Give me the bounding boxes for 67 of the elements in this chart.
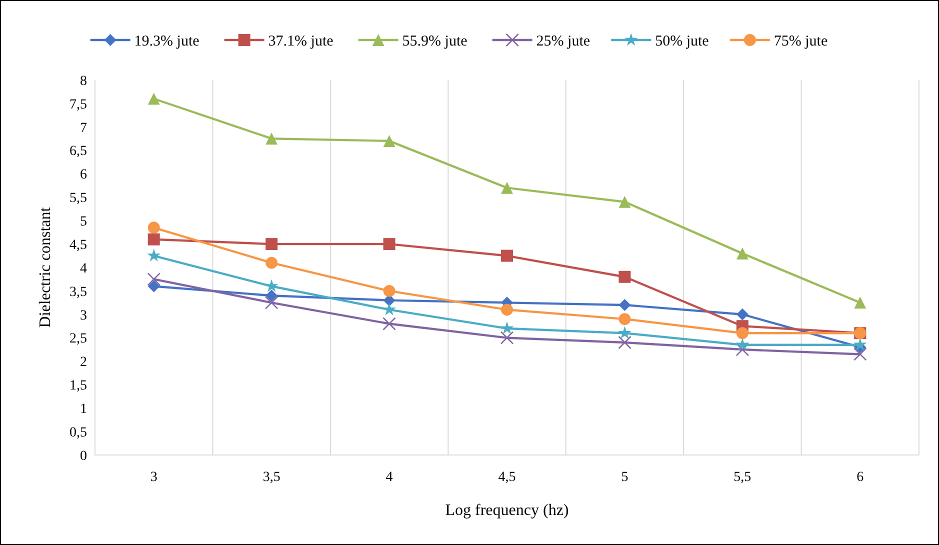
- point: [148, 233, 160, 246]
- point: [147, 272, 161, 286]
- y-tick-label: 8: [80, 74, 87, 89]
- legend-label: 25% jute: [536, 33, 590, 50]
- point: [382, 317, 396, 330]
- point: [853, 338, 867, 351]
- legend-label: 37.1% jute: [268, 33, 334, 50]
- point: [618, 196, 631, 208]
- legend-label: 19.3% jute: [134, 33, 200, 50]
- y-tick-label: 6: [80, 168, 87, 183]
- y-tick-label: 3,5: [70, 284, 87, 300]
- y-tick-label: 6,5: [70, 144, 87, 160]
- y-tick-label: 5: [80, 214, 87, 230]
- y-tick-label: 0,5: [70, 425, 87, 440]
- legend-label: 75% jute: [774, 33, 828, 50]
- point: [501, 182, 513, 194]
- point: [618, 336, 632, 350]
- point: [618, 326, 632, 339]
- point: [736, 338, 750, 351]
- point: [500, 331, 514, 344]
- point: [500, 321, 514, 334]
- point: [501, 304, 513, 316]
- point: [148, 92, 160, 105]
- y-tick-label: 0: [80, 448, 87, 464]
- y-tick-label: 3: [80, 308, 87, 324]
- point: [147, 248, 161, 262]
- x-tick-label: 5: [621, 470, 628, 485]
- x-tick-label: 3,5: [262, 470, 280, 485]
- point: [266, 238, 278, 250]
- point: [266, 290, 278, 302]
- point: [266, 132, 278, 145]
- point: [383, 134, 396, 147]
- legend-label: 55.9% jute: [402, 33, 468, 50]
- point: [736, 342, 750, 356]
- point: [148, 222, 160, 234]
- point: [264, 296, 278, 310]
- y-tick-label: 5,5: [70, 191, 87, 206]
- point: [854, 296, 866, 309]
- y-tick-label: 2,5: [70, 332, 87, 347]
- point: [736, 327, 748, 340]
- point: [383, 238, 396, 250]
- point: [736, 247, 748, 260]
- point: [501, 250, 513, 262]
- point: [853, 348, 867, 361]
- point: [618, 270, 631, 283]
- x-tick-label: 3: [150, 470, 158, 485]
- point: [266, 256, 278, 269]
- point: [382, 302, 396, 316]
- y-tick-label: 7: [80, 120, 87, 136]
- x-tick-label: 4,5: [498, 470, 516, 485]
- y-tick-label: 2: [80, 355, 87, 370]
- point: [148, 280, 160, 292]
- x-tick-label: 6: [856, 470, 864, 485]
- x-tick-label: 5,5: [734, 470, 752, 485]
- y-tick-label: 4,5: [70, 238, 87, 253]
- x-tick-label: 4: [386, 470, 393, 485]
- y-axis-title: Dielectric constant: [37, 206, 54, 328]
- y-tick-label: 7,5: [70, 97, 87, 112]
- point: [736, 308, 748, 320]
- y-tick-label: 1,5: [70, 378, 87, 394]
- point: [618, 299, 631, 311]
- y-tick-label: 4: [80, 261, 87, 276]
- point: [618, 313, 631, 326]
- legend-label: 50% jute: [655, 33, 710, 50]
- x-axis-title: Log frequency (hz): [445, 502, 569, 519]
- point: [383, 284, 396, 297]
- y-tick-label: 1: [80, 402, 87, 418]
